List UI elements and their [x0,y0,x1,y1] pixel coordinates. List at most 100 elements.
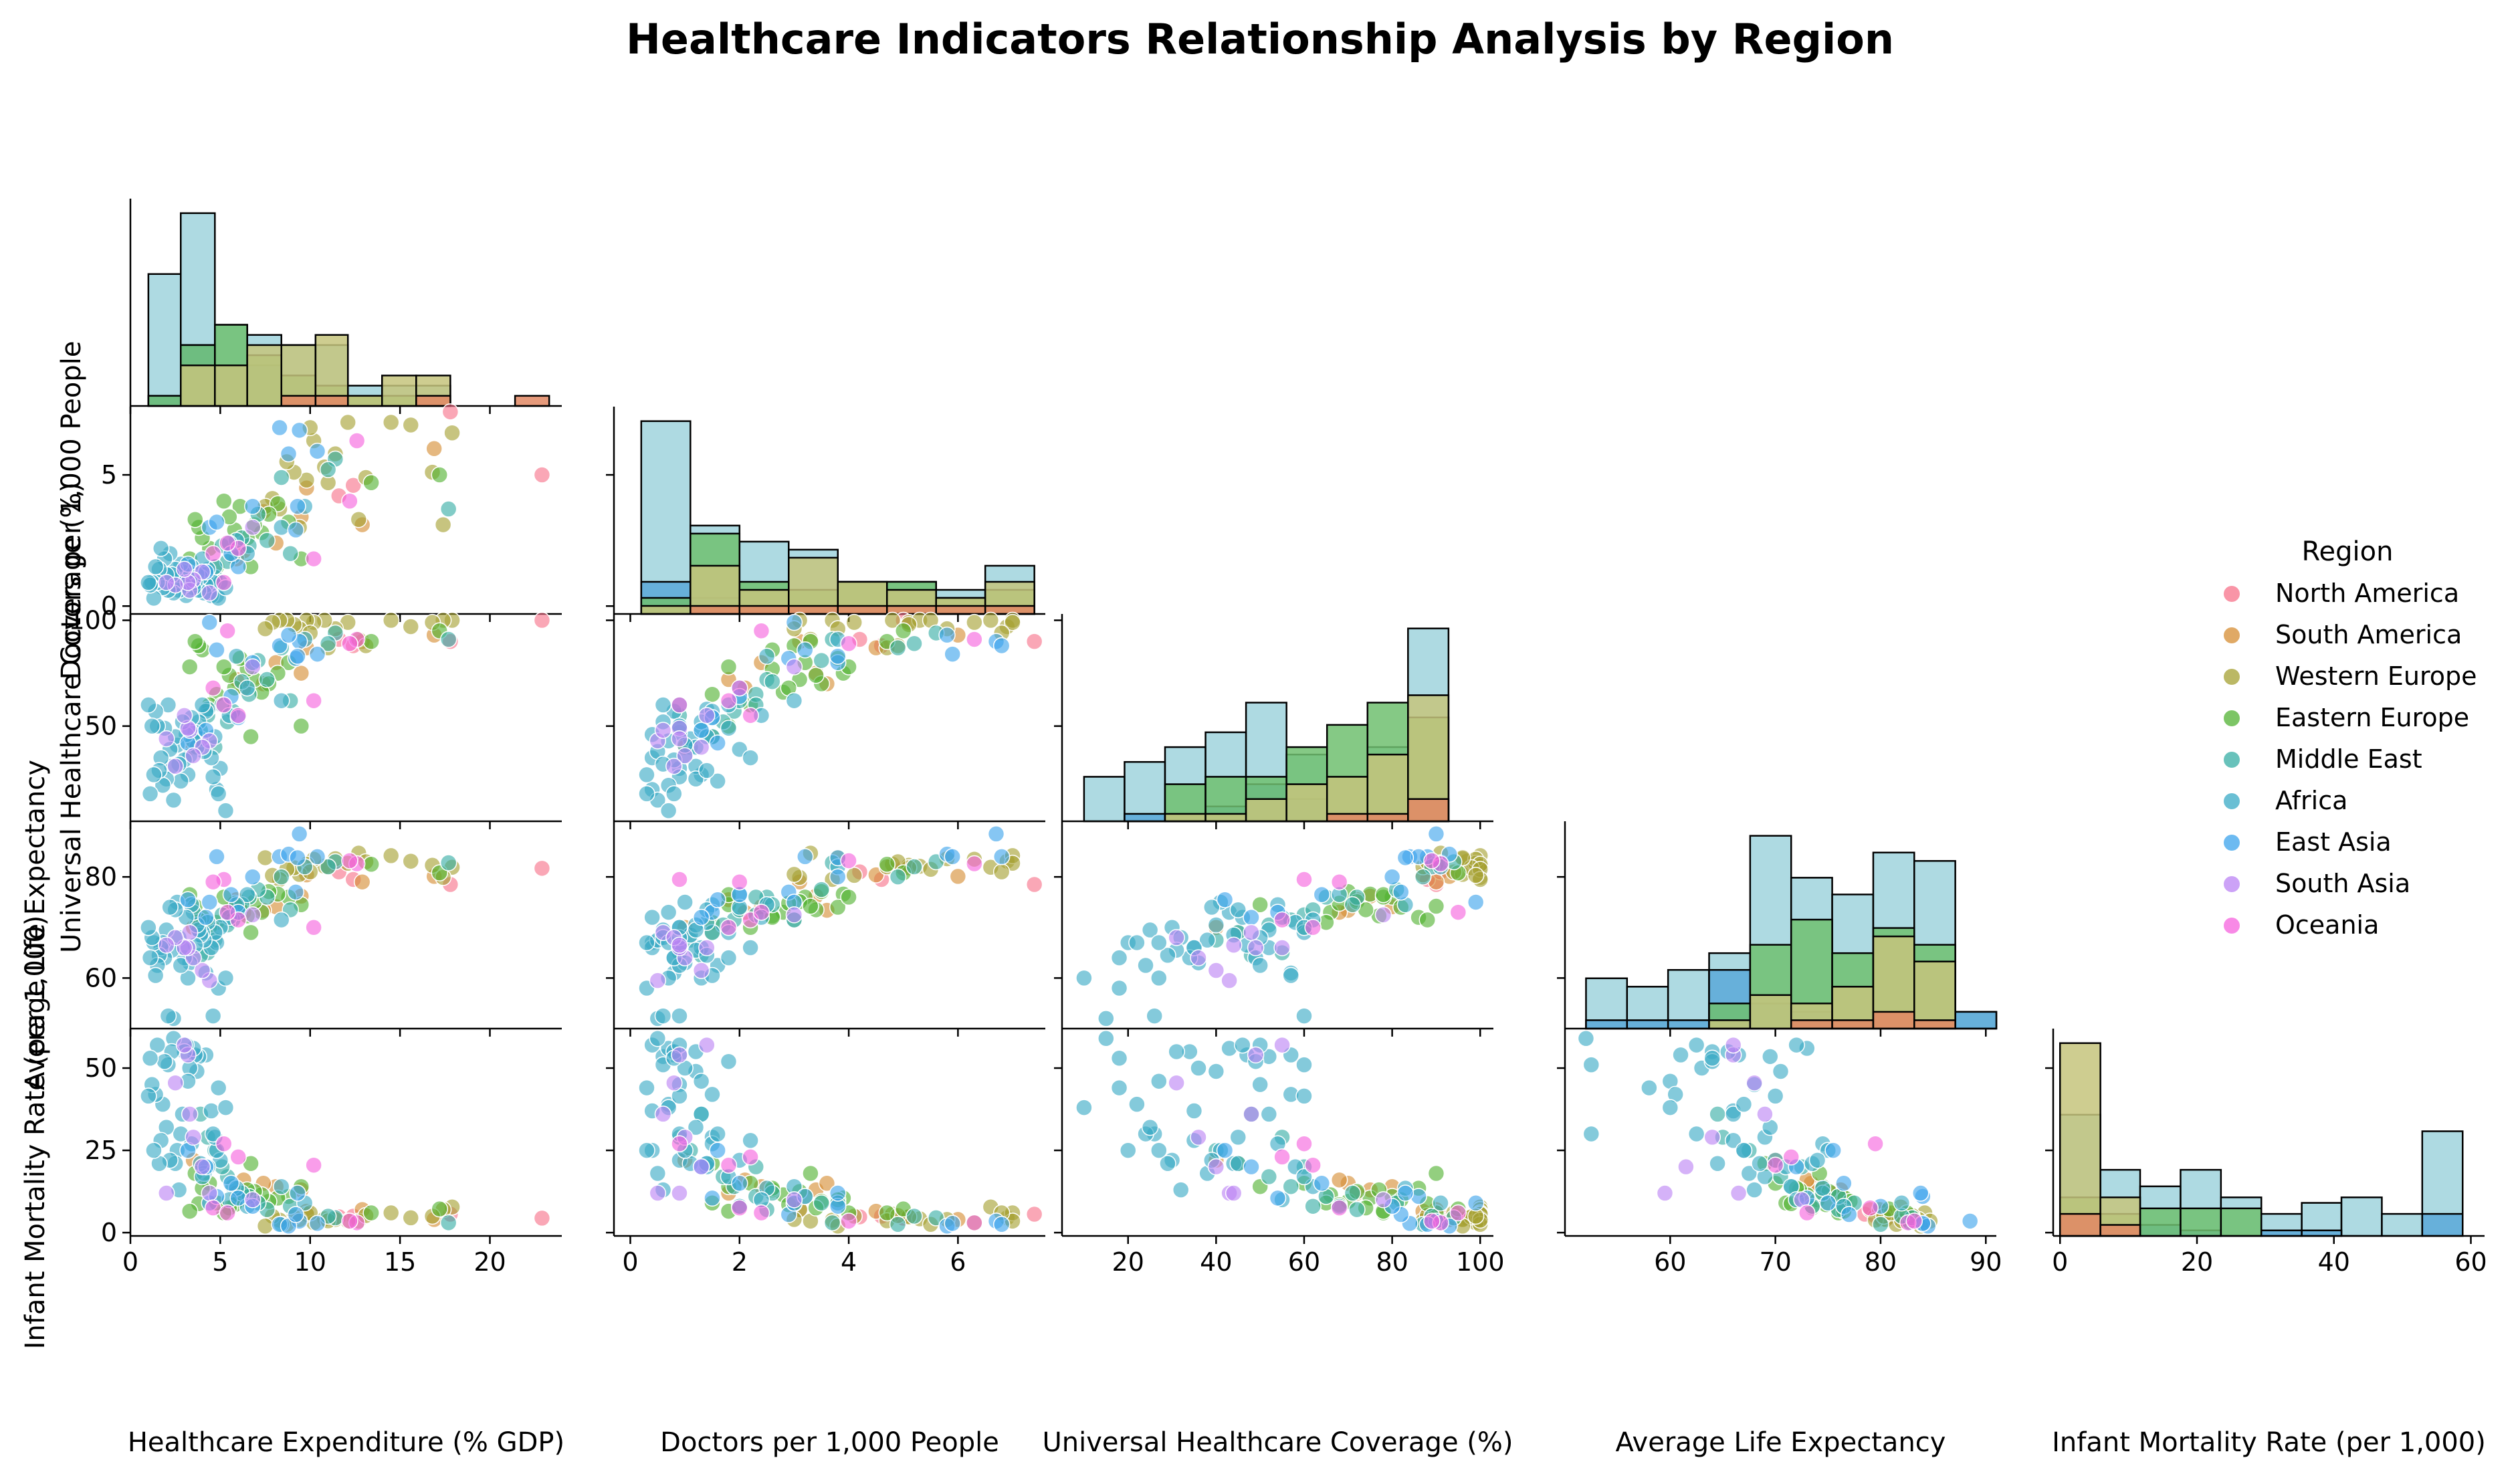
scatter-point [145,1142,163,1159]
scatter-point [282,544,299,562]
hist-bar [280,395,317,407]
scatter-point [752,622,770,640]
hist-bar [1083,776,1126,823]
hist-bar [1366,753,1409,823]
scatter-point [813,1194,831,1212]
scatter-point [649,1164,667,1182]
scatter-point [906,635,923,653]
x-axis-label: Universal Healthcare Coverage (%) [1043,1427,1513,1458]
scatter-point [1961,1213,1979,1230]
scatter-point [156,1053,173,1070]
scatter-point [402,1209,419,1227]
scatter-point [1295,1135,1313,1152]
scatter-point [215,1135,233,1152]
scatter-point [1141,1118,1159,1136]
scatter-point [654,696,672,714]
scatter-point [829,1184,847,1202]
scatter-point [1251,956,1269,974]
scatter-point [402,416,419,434]
scatter-point [308,645,326,663]
x-axis-label: Doctors per 1,000 People [660,1427,999,1458]
scatter-point [242,924,259,942]
hist-bar [1326,813,1369,823]
scatter-point [1751,1154,1768,1172]
scatter-point [533,611,551,629]
scatter-point [305,692,322,710]
hist-bar [2139,1207,2182,1237]
scatter-point [966,1214,983,1232]
scatter-point [742,1132,759,1150]
scatter-point [382,611,400,629]
scatter-point [215,492,233,510]
scatter-point [1330,1199,1348,1217]
scatter-point [181,658,199,675]
scatter-point [204,679,222,697]
scatter-point [659,904,677,921]
hist-bar [1872,1011,1915,1030]
scatter-point [227,647,245,665]
scatter-point [1251,896,1269,914]
panel-2-1 [606,611,1045,829]
scatter-point [152,540,170,557]
scatter-point [273,911,290,929]
scatter-point [1128,1095,1146,1113]
scatter-point [665,758,683,775]
scatter-point [208,513,225,531]
panel-0-0 [129,199,562,414]
scatter-point [1819,1194,1837,1212]
scatter-point [878,1204,896,1222]
scatter-point [204,1199,222,1217]
scatter-point [709,1125,726,1143]
scatter-point [1304,1156,1322,1174]
hist-bar [738,605,790,615]
scatter-point [181,924,199,942]
y-tick-label: 0 [101,1218,117,1247]
scatter-point [298,471,316,489]
scatter-point [287,883,304,901]
scatter-point [692,722,710,739]
panel-3-1 [606,821,1045,1037]
scatter-point [201,613,218,631]
x-axis-label: Infant Mortality Rate (per 1,000) [2052,1427,2486,1458]
scatter-point [289,1184,306,1202]
scatter-point [692,908,710,926]
scatter-point [1190,1059,1207,1077]
scatter-point [533,1209,551,1227]
hist-bar [2059,1213,2101,1237]
scatter-point [1703,1128,1721,1146]
scatter-point [813,881,831,898]
scatter-point [382,847,400,865]
scatter-point [1762,1048,1779,1065]
scatter-point [203,1102,220,1120]
scatter-point [289,647,306,665]
scatter-point [1782,1148,1800,1166]
scatter-point [204,768,222,786]
scatter-point [244,906,261,924]
hist-bar [1285,783,1328,823]
scatter-point [1225,1184,1243,1202]
scatter-point [158,574,175,591]
legend-item: South Asia [2224,869,2410,898]
scatter-point [1423,852,1441,869]
scatter-point [1687,1036,1705,1054]
panel-4-4: 0 20 40 60 [2045,1029,2487,1277]
scatter-point [1247,1046,1265,1064]
scatter-point [731,1199,748,1217]
x-tick-label: 60 [1288,1247,1320,1277]
scatter-point [1150,969,1168,987]
panel-1-1 [606,407,1045,622]
panel-2-0: 50 100 [68,605,562,829]
scatter-point [244,498,261,515]
x-tick-label: 60 [1654,1247,1686,1277]
hist-bar [214,364,248,407]
scatter-point [1687,1125,1705,1143]
scatter-point [1097,1030,1115,1047]
scatter-point [439,631,457,648]
y-tick-label: 60 [85,963,117,992]
x-tick-label: 2 [732,1247,748,1277]
scatter-point [244,868,261,885]
x-tick-label: 80 [1376,1247,1408,1277]
hist-bar [640,605,692,615]
legend-marker [2224,627,2240,643]
x-tick-label: 20 [1112,1247,1144,1277]
